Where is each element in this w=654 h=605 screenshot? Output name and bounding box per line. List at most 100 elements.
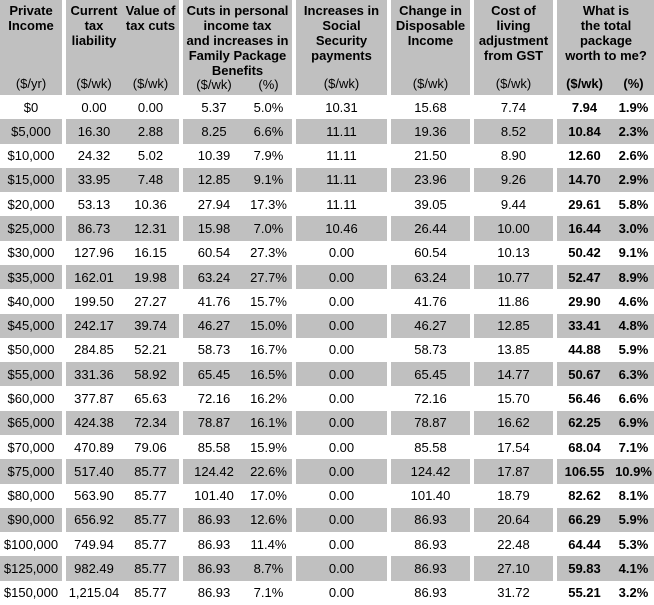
header-group-total-package: What is the total package worth to me? (… (557, 0, 654, 95)
column-gutter (553, 386, 557, 411)
cell-total_pct: 10.9% (612, 459, 654, 484)
cell-total_wk: 33.41 (557, 313, 612, 338)
cell-gst_adjustment: 18.79 (474, 483, 553, 508)
column-gutter (292, 362, 296, 387)
cell-total_wk: 50.67 (557, 362, 612, 387)
column-gutter (292, 216, 296, 241)
column-gutter (553, 313, 557, 338)
cell-disposable_income: 23.96 (391, 167, 470, 193)
column-gutter (553, 580, 557, 605)
column-gutter (62, 459, 66, 484)
cell-cuts_pct: 9.1% (245, 167, 292, 193)
cell-social_security: 10.31 (296, 95, 387, 120)
cell-disposable_income: 86.93 (391, 507, 470, 533)
table-row: $70,000 470.89 79.06 85.58 15.9% 0.00 85.58 17.… (0, 434, 654, 460)
unit-row: ($/wk) ($/wk) (66, 77, 179, 91)
column-gutter (179, 192, 183, 217)
column-gutter (292, 459, 296, 484)
cell-tax_liability: 24.32 (66, 143, 122, 168)
cell-tax_cuts: 5.02 (122, 143, 179, 168)
column-gutter (470, 580, 474, 605)
cell-total_pct: 3.2% (612, 580, 654, 605)
cell-total_pct: 5.9% (612, 507, 654, 533)
column-title-private-income: Private Income (8, 3, 54, 33)
column-gutter (62, 240, 66, 265)
cell-tax_cuts: 58.92 (122, 362, 179, 387)
column-gutter (470, 313, 474, 338)
column-gutter (553, 532, 557, 557)
column-gutter (179, 580, 183, 605)
column-gutter (62, 289, 66, 314)
cell-tax_cuts: 39.74 (122, 313, 179, 338)
unit-row: ($/wk) (391, 77, 470, 91)
column-gutter (62, 556, 66, 581)
column-gutter (387, 507, 391, 533)
column-gutter (292, 386, 296, 411)
cell-social_security: 0.00 (296, 580, 387, 605)
table-row: $20,000 53.13 10.36 27.94 17.3% 11.11 39.05 9.4… (0, 192, 654, 217)
table-row: $150,000 1,215.04 85.77 86.93 7.1% 0.00 86.93 3… (0, 580, 654, 605)
cell-tax_cuts: 12.31 (122, 216, 179, 241)
cell-cuts_pct: 8.7% (245, 556, 292, 581)
column-title-social-security: Increases in Social Security payments (303, 3, 380, 63)
cell-tax_liability: 982.49 (66, 556, 122, 581)
column-gutter (387, 240, 391, 265)
column-gutter (470, 119, 474, 144)
cell-tax_liability: 199.50 (66, 289, 122, 314)
cell-cuts_wk: 86.93 (183, 580, 245, 605)
column-gutter (387, 556, 391, 581)
column-unit: ($/wk) (196, 77, 232, 92)
column-gutter (292, 264, 296, 290)
table-row: $55,000 331.36 58.92 65.45 16.5% 0.00 65.45 14.… (0, 362, 654, 387)
cell-gst_adjustment: 20.64 (474, 507, 553, 533)
cell-tax_cuts: 85.77 (122, 532, 179, 557)
cell-tax_liability: 242.17 (66, 313, 122, 338)
column-gutter (470, 0, 474, 95)
column-gutter (387, 119, 391, 144)
cell-tax_liability: 86.73 (66, 216, 122, 241)
column-gutter (179, 167, 183, 193)
cell-total_wk: 29.61 (557, 192, 612, 217)
cell-gst_adjustment: 22.48 (474, 532, 553, 557)
cell-disposable_income: 101.40 (391, 483, 470, 508)
table-row: $60,000 377.87 65.63 72.16 16.2% 0.00 72.16 15.… (0, 386, 654, 411)
cell-cuts_wk: 41.76 (183, 289, 245, 314)
column-gutter (292, 410, 296, 435)
column-unit: ($/wk) (76, 76, 112, 91)
cell-income: $90,000 (0, 507, 62, 533)
cell-gst_adjustment: 16.62 (474, 410, 553, 435)
column-gutter (62, 192, 66, 217)
column-gutter (470, 289, 474, 314)
table-header: Private Income ($/yr) Current tax liabil… (0, 0, 654, 95)
column-unit: ($/yr) (15, 76, 47, 91)
table-row: $35,000 162.01 19.98 63.24 27.7% 0.00 63.24 10.… (0, 264, 654, 290)
column-gutter (470, 143, 474, 168)
cell-tax_cuts: 27.27 (122, 289, 179, 314)
cell-cuts_wk: 86.93 (183, 556, 245, 581)
cell-tax_liability: 53.13 (66, 192, 122, 217)
cell-cuts_wk: 63.24 (183, 264, 245, 290)
cell-disposable_income: 63.24 (391, 264, 470, 290)
cell-total_pct: 1.9% (612, 95, 654, 120)
table-row: $10,000 24.32 5.02 10.39 7.9% 11.11 21.50 8.90 1… (0, 143, 654, 168)
cell-disposable_income: 85.58 (391, 434, 470, 460)
column-gutter (179, 410, 183, 435)
cell-disposable_income: 60.54 (391, 240, 470, 265)
column-gutter (179, 507, 183, 533)
cell-tax_liability: 162.01 (66, 264, 122, 290)
cell-tax_cuts: 85.77 (122, 556, 179, 581)
cell-total_pct: 8.9% (612, 264, 654, 290)
cell-total_pct: 5.8% (612, 192, 654, 217)
column-unit: ($/wk) (495, 76, 532, 91)
cell-disposable_income: 26.44 (391, 216, 470, 241)
column-gutter (179, 95, 183, 120)
header-group-private-income: Private Income ($/yr) (0, 0, 62, 95)
column-gutter (470, 337, 474, 363)
cell-social_security: 0.00 (296, 410, 387, 435)
column-gutter (470, 216, 474, 241)
column-title-tax-cuts: Value of tax cuts (125, 3, 176, 33)
column-gutter (62, 362, 66, 387)
cell-gst_adjustment: 10.13 (474, 240, 553, 265)
column-gutter (470, 483, 474, 508)
